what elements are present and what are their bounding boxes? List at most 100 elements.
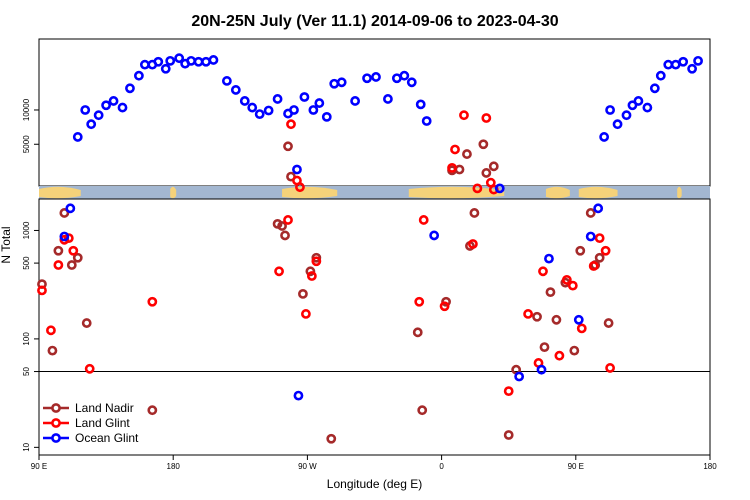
land-nadir-point	[280, 230, 290, 241]
land-nadir-point	[569, 345, 580, 356]
land-nadir-point	[311, 252, 322, 263]
legend-label-ocean-glint: Ocean Glint	[75, 431, 139, 445]
ocean-glint-point	[362, 73, 372, 84]
land-glint-point	[459, 110, 469, 121]
chart-title: 20N-25N July (Ver 11.1) 2014-09-06 to 20…	[191, 13, 558, 30]
land-nadir-point	[417, 405, 428, 416]
ocean-glint-point	[391, 73, 402, 84]
land-glint-point	[286, 119, 296, 130]
land-glint-point	[147, 296, 158, 307]
ocean-glint-point	[174, 53, 185, 64]
lower-panel-frame	[38, 198, 711, 456]
land-nadir-point	[277, 221, 287, 231]
ocean-glint-point	[165, 55, 176, 66]
land-glint-point	[503, 386, 514, 397]
y-tick-label: 100	[22, 332, 31, 346]
ocean-glint-point	[649, 83, 660, 94]
ocean-glint-point	[80, 105, 91, 115]
land-north-america	[282, 186, 338, 199]
ocean-glint-point	[101, 100, 111, 111]
land-glint-point	[600, 245, 611, 256]
land-nadir-point	[53, 245, 64, 256]
land-glint-point	[588, 261, 599, 271]
x-tick-label: 90 E	[31, 462, 47, 471]
land-nadir-point	[478, 139, 489, 150]
land-glint-point	[301, 309, 311, 319]
land-glint-point	[306, 271, 317, 281]
land-glint-point	[295, 182, 305, 193]
land-nadir-point	[539, 342, 550, 353]
ocean-glint-point	[621, 110, 632, 121]
ocean-glint-point	[406, 77, 417, 88]
land-nadir-point	[481, 168, 492, 178]
ocean-glint-point	[593, 203, 604, 214]
ocean-glint-point	[292, 164, 302, 175]
ocean-glint-point	[134, 70, 144, 81]
ocean-glint-point	[612, 119, 623, 130]
ocean-glint-point	[585, 231, 596, 242]
ocean-glint-point	[371, 72, 381, 82]
ocean-glint-point	[65, 203, 76, 214]
land-nadir-point	[575, 245, 586, 256]
ocean-glint-point	[336, 77, 347, 88]
land-nadir-point	[594, 252, 605, 263]
ocean-glint-point	[687, 63, 698, 74]
land-pacific-islands-east	[677, 186, 682, 199]
x-axis-label: Longitude (deg E)	[327, 477, 422, 491]
land-glint-point	[439, 301, 450, 312]
land-nadir-point	[469, 208, 480, 218]
ocean-glint-point	[383, 94, 393, 104]
land-glint-point	[414, 296, 425, 307]
ocean-glint-point	[321, 111, 332, 122]
land-glint-point	[554, 350, 565, 361]
ocean-glint-point	[627, 100, 638, 111]
land-nadir-point	[305, 266, 316, 277]
land-glint-point	[468, 239, 478, 249]
land-nadir-point	[454, 164, 465, 175]
land-glint-point	[37, 285, 47, 296]
land-glint-point	[472, 183, 483, 194]
ocean-glint-point	[93, 110, 104, 121]
ocean-glint-point	[573, 314, 584, 325]
land-glint-point	[576, 323, 587, 334]
world-map-strip	[39, 186, 710, 199]
ocean-glint-point	[655, 70, 666, 81]
y-axis-label: N Total	[0, 226, 13, 263]
y-tick-label: 10	[22, 442, 31, 451]
ocean-glint-point	[208, 55, 219, 65]
ocean-glint-point	[239, 96, 250, 106]
ocean-glint-point	[514, 371, 525, 382]
legend-label-land-nadir: Land Nadir	[75, 401, 134, 415]
land-glint-point	[84, 363, 95, 374]
ocean-glint-point	[299, 92, 310, 102]
x-tick-label: 0	[439, 462, 444, 471]
y-axis-lower: 10 50 100 500 1000	[22, 221, 39, 452]
land-glint-point	[561, 274, 572, 285]
ocean-glint-point	[329, 78, 340, 89]
land-nadir-point	[585, 208, 596, 218]
ocean-glint-point	[117, 102, 128, 113]
ocean-glint-point	[272, 94, 283, 104]
land-nadir-point	[298, 288, 308, 299]
ocean-glint-point	[670, 59, 681, 70]
y-tick-label: 10000	[22, 98, 31, 121]
y-tick-label: 1000	[22, 221, 31, 239]
legend-marker-land-glint	[51, 418, 61, 428]
ocean-glint-point	[289, 105, 299, 115]
land-glint-point	[523, 309, 533, 319]
ocean-glint-point	[642, 102, 653, 113]
x-tick-label: 90 E	[568, 462, 584, 471]
land-pacific-islands	[170, 186, 177, 199]
data-points	[37, 53, 703, 444]
land-nadir-point	[551, 314, 562, 325]
ocean-glint-point	[494, 183, 505, 194]
land-glint-point	[481, 113, 492, 123]
ocean-glint-point	[193, 56, 204, 67]
ocean-glint-point	[247, 102, 258, 113]
legend-marker-ocean-glint	[51, 433, 61, 443]
ocean-glint-point	[599, 132, 610, 142]
x-tick-label: 90 W	[298, 462, 317, 471]
ocean-glint-point	[72, 132, 83, 142]
